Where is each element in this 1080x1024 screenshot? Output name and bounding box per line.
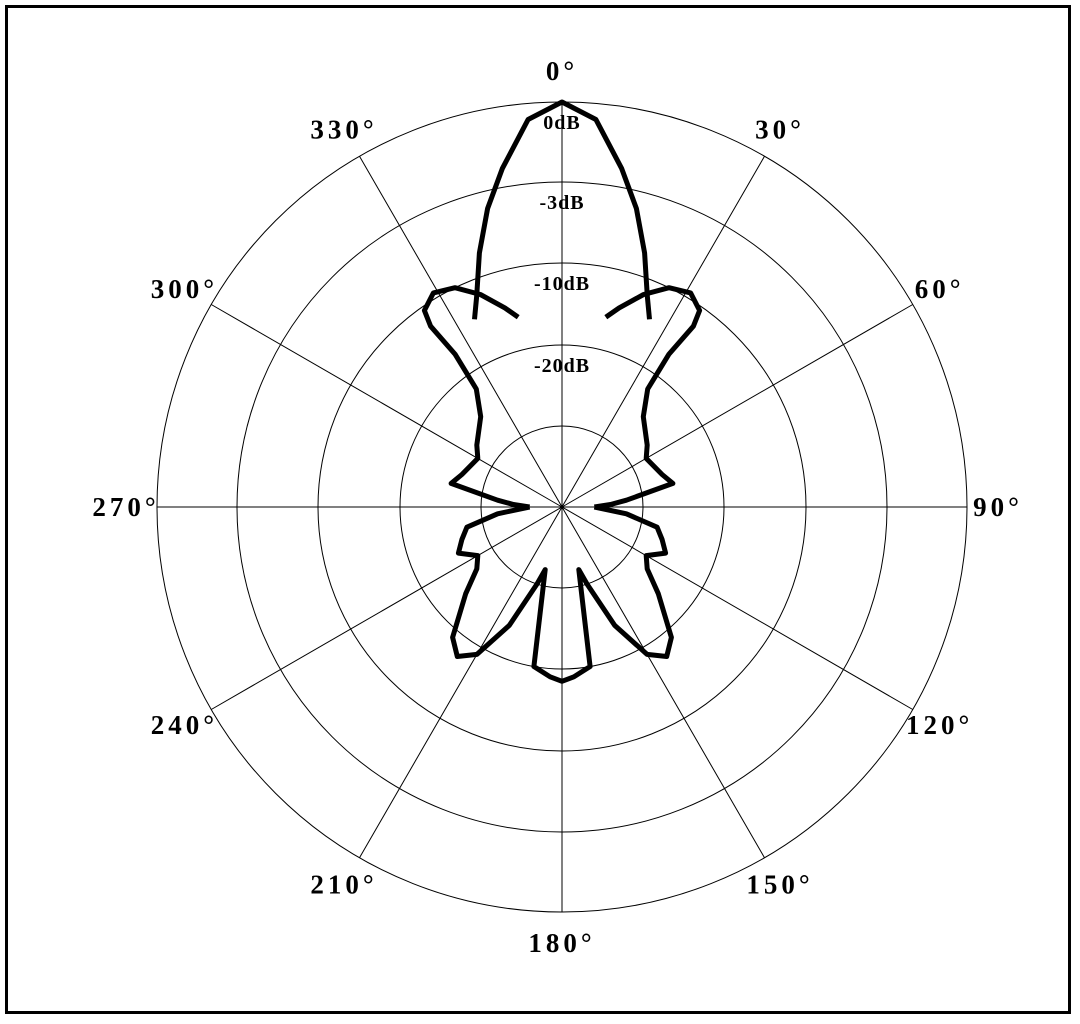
db-label-2: -10dB [534, 273, 590, 295]
pattern-segment-3 [450, 504, 674, 684]
db-label-1: -3dB [539, 192, 584, 214]
angle-label-150: 150° [746, 870, 813, 900]
angle-label-300: 300° [151, 274, 218, 304]
grid-spoke-30 [561, 156, 765, 508]
angle-label-0: 0° [546, 56, 578, 86]
db-label-0: 0dB [543, 112, 580, 134]
pattern-segment-1 [421, 285, 530, 510]
angle-label-240: 240° [151, 710, 218, 740]
angle-label-210: 210° [310, 870, 377, 900]
grid-spoke-330 [359, 156, 563, 508]
angle-label-30: 30° [755, 114, 805, 144]
angular-grid [157, 102, 967, 912]
angle-tick-labels: 0° 30° 60° 90° 120° 150° 180° 210° 240° 270° 300° 3… [92, 56, 1023, 958]
angle-label-330: 330° [310, 114, 377, 144]
grid-spoke-300 [211, 304, 563, 508]
radial-tick-labels: 0dB -3dB -10dB -20dB [534, 112, 590, 377]
grid-spoke-150 [561, 506, 765, 858]
angle-label-270: 270° [92, 492, 159, 522]
grid-spoke-210 [359, 506, 563, 858]
angle-label-180: 180° [528, 928, 595, 958]
angle-label-60: 60° [915, 274, 965, 304]
pattern-segment-2 [594, 285, 703, 510]
pattern-series [421, 99, 703, 684]
grid-spoke-60 [561, 304, 913, 508]
chart-frame [5, 5, 1071, 1014]
db-label-3: -20dB [534, 355, 590, 377]
grid-spoke-120 [561, 506, 913, 710]
angle-label-120: 120° [906, 710, 973, 740]
grid-spoke-240 [211, 506, 563, 710]
angle-label-90: 90° [973, 492, 1023, 522]
pattern-segment-0 [472, 99, 652, 320]
